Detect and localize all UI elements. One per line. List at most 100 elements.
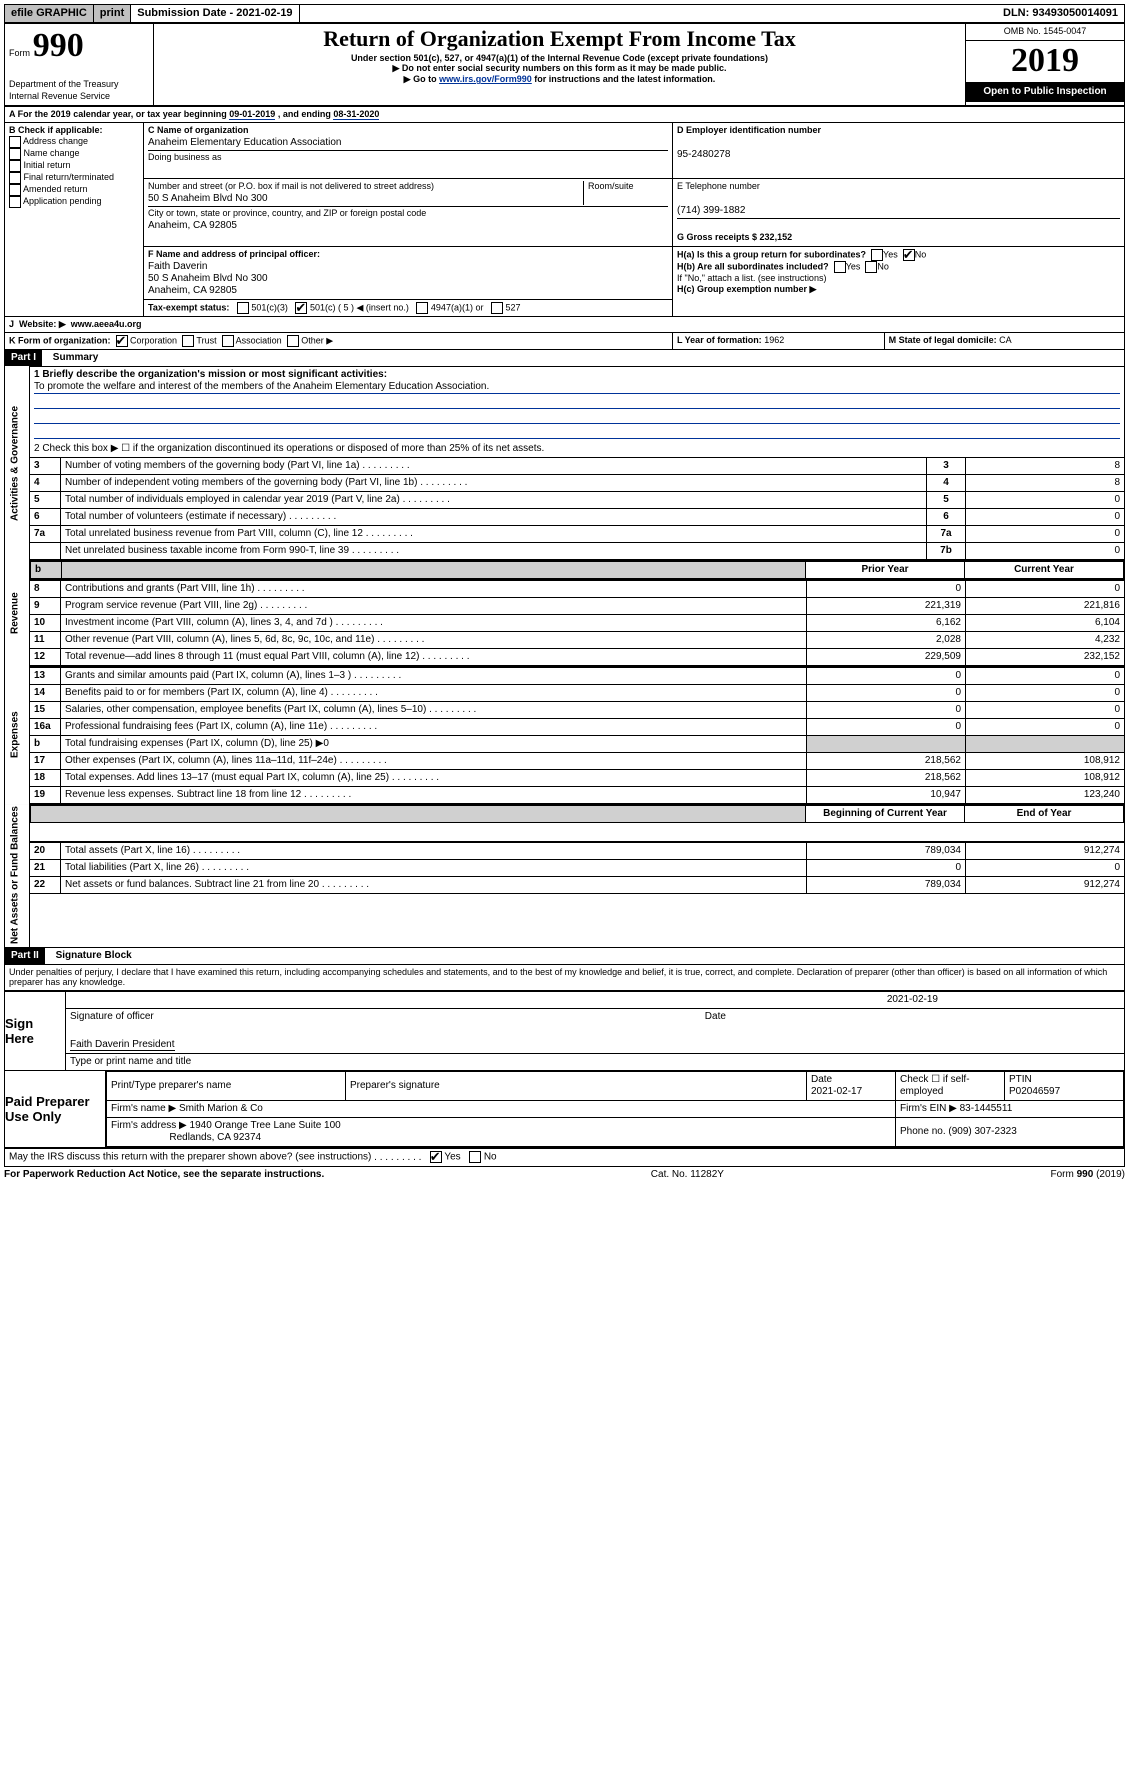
prep-date: 2021-02-17 — [811, 1086, 862, 1097]
part1-header: Part I — [5, 350, 42, 366]
b-item-checkbox[interactable] — [9, 148, 21, 160]
paid-preparer-box: Paid Preparer Use Only Print/Type prepar… — [4, 1071, 1125, 1148]
netassets-header: Beginning of Current Year End of Year — [30, 805, 1124, 823]
b-item-checkbox[interactable] — [9, 136, 21, 148]
firm-ein: 83-1445511 — [960, 1103, 1013, 1114]
perjury-declaration: Under penalties of perjury, I declare th… — [5, 964, 1125, 991]
addr-label: Number and street (or P.O. box if mail i… — [148, 181, 434, 191]
k-assoc-checkbox[interactable] — [222, 335, 234, 347]
firm-phone: (909) 307-2323 — [948, 1126, 1016, 1137]
year-end: 08-31-2020 — [333, 109, 379, 120]
b-item-checkbox[interactable] — [9, 184, 21, 196]
f-officer-addr2: Anaheim, CA 92805 — [148, 285, 237, 296]
k-label: K Form of organization: — [9, 335, 111, 345]
q1-mission: To promote the welfare and interest of t… — [34, 381, 1120, 394]
form-subtitle: Under section 501(c), 527, or 4947(a)(1)… — [158, 53, 961, 64]
col-end: End of Year — [965, 805, 1124, 822]
k-other-checkbox[interactable] — [287, 335, 299, 347]
e-phone-value: (714) 399-1882 — [677, 205, 745, 216]
submission-date: Submission Date - 2021-02-19 — [131, 5, 299, 22]
tax-year: 2019 — [966, 41, 1124, 82]
i-501c3: 501(c)(3) — [251, 302, 288, 312]
sig-date: 2021-02-19 — [701, 992, 1124, 1009]
side-governance: Activities & Governance — [5, 366, 30, 560]
sign-here-label: Sign Here — [5, 992, 66, 1070]
k-trust-checkbox[interactable] — [182, 335, 194, 347]
i-501c: 501(c) ( 5 ) ◀ (insert no.) — [310, 302, 409, 312]
b-item-checkbox[interactable] — [9, 196, 21, 208]
calyear-label: For the 2019 calendar year, or tax year … — [18, 109, 230, 119]
footer-cat: Cat. No. 11282Y — [651, 1169, 724, 1181]
tax-year-row: A For the 2019 calendar year, or tax yea… — [5, 106, 1125, 122]
ha-yes: Yes — [883, 249, 898, 259]
form-label: Form — [9, 48, 30, 58]
print-button[interactable]: print — [94, 5, 131, 22]
discuss-label: May the IRS discuss this return with the… — [9, 1152, 371, 1163]
hb-row: H(b) Are all subordinates included? Yes … — [677, 261, 1120, 273]
i-4947-checkbox[interactable] — [416, 302, 428, 314]
hb-yes: Yes — [846, 261, 861, 271]
irs-link[interactable]: www.irs.gov/Form990 — [439, 74, 532, 84]
m-label: M State of legal domicile: — [889, 335, 1000, 345]
i-501c-checkbox[interactable] — [295, 302, 307, 314]
i-527-checkbox[interactable] — [491, 302, 503, 314]
k-other: Other ▶ — [301, 335, 333, 345]
d-ein-value: 95-2480278 — [677, 149, 730, 160]
data-row: 9Program service revenue (Part VIII, lin… — [30, 597, 1124, 614]
part2-title: Signature Block — [48, 950, 132, 961]
f-officer-addr1: 50 S Anaheim Blvd No 300 — [148, 273, 268, 284]
dba-label: Doing business as — [148, 152, 222, 162]
b-item-checkbox[interactable] — [9, 160, 21, 172]
data-row: 8Contributions and grants (Part VIII, li… — [30, 580, 1124, 597]
firm-name-label: Firm's name ▶ — [111, 1103, 179, 1114]
discuss-yes: Yes — [444, 1152, 460, 1163]
g-receipts: G Gross receipts $ 232,152 — [677, 232, 792, 242]
ha-no-checkbox[interactable] — [903, 249, 915, 261]
data-row: 20Total assets (Part X, line 16) 789,034… — [30, 843, 1124, 860]
gov-row: 3Number of voting members of the governi… — [30, 457, 1124, 474]
prep-sig-label: Preparer's signature — [346, 1072, 807, 1101]
data-row: 11Other revenue (Part VIII, column (A), … — [30, 631, 1124, 648]
dln-label: DLN: — [1003, 7, 1032, 19]
discuss-no: No — [484, 1152, 497, 1163]
l-label: L Year of formation: — [677, 335, 764, 345]
d-ein-label: D Employer identification number — [677, 125, 821, 135]
box-b: B Check if applicable: Address change Na… — [5, 122, 144, 316]
m-row: M State of legal domicile: CA — [884, 332, 1124, 349]
i-501c3-checkbox[interactable] — [237, 302, 249, 314]
discuss-yes-checkbox[interactable] — [430, 1151, 442, 1163]
firm-addr1: 1940 Orange Tree Lane Suite 100 — [190, 1120, 341, 1131]
ha-yes-checkbox[interactable] — [871, 249, 883, 261]
l-row: L Year of formation: 1962 — [673, 332, 885, 349]
i-527: 527 — [505, 302, 520, 312]
hb-no-checkbox[interactable] — [865, 261, 877, 273]
side-expenses: Expenses — [5, 666, 30, 804]
data-row: 16aProfessional fundraising fees (Part I… — [30, 718, 1124, 735]
k-corp-checkbox[interactable] — [116, 335, 128, 347]
b-item-checkbox[interactable] — [9, 172, 21, 184]
hb-note: If "No," attach a list. (see instruction… — [677, 273, 1120, 284]
expense-rows: 13Grants and similar amounts paid (Part … — [30, 667, 1124, 804]
top-toolbar: efile GRAPHIC print Submission Date - 20… — [4, 4, 1125, 23]
footer-pra: For Paperwork Reduction Act Notice, see … — [4, 1169, 324, 1181]
gov-row: 5Total number of individuals employed in… — [30, 491, 1124, 508]
subdate-label: Submission Date - — [137, 7, 236, 19]
efile-button[interactable]: efile GRAPHIC — [5, 5, 94, 22]
data-row: 21Total liabilities (Part X, line 26) 00 — [30, 860, 1124, 877]
dln: DLN: 93493050014091 — [997, 5, 1124, 22]
room-label: Room/suite — [583, 181, 668, 205]
e-phone-label: E Telephone number — [677, 181, 760, 191]
hb-yes-checkbox[interactable] — [834, 261, 846, 273]
goto-line: ▶ Go to www.irs.gov/Form990 for instruct… — [158, 74, 961, 85]
side-netassets: Net Assets or Fund Balances — [5, 804, 30, 947]
prep-date-label: Date — [811, 1074, 832, 1085]
b-label: B Check if applicable: — [9, 125, 103, 135]
ptin-label: PTIN — [1009, 1074, 1032, 1085]
discuss-no-checkbox[interactable] — [469, 1151, 481, 1163]
type-name-label: Type or print name and title — [66, 1054, 1124, 1071]
firm-addr-label: Firm's address ▶ — [111, 1120, 190, 1131]
year-begin: 09-01-2019 — [229, 109, 275, 120]
footer-form: Form 990 (2019) — [1051, 1169, 1125, 1181]
gov-row: 6Total number of volunteers (estimate if… — [30, 508, 1124, 525]
l-value: 1962 — [764, 335, 784, 345]
